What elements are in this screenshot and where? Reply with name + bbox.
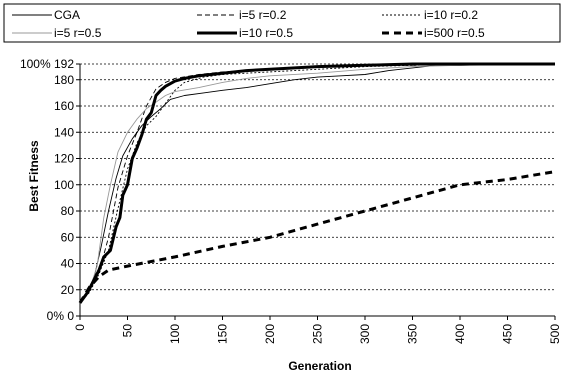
x-tick-label: 450 <box>501 324 515 344</box>
axes <box>76 63 556 320</box>
y-tick-label: 100 <box>54 178 74 192</box>
legend-box <box>3 3 561 43</box>
y-tick-label: 160 <box>54 99 74 113</box>
legend-label: i=10 r=0.5 <box>239 26 293 40</box>
legend: CGA i=5 r=0.2 i=10 r=0.2 i=5 r=0.5 i=10 r=0.… <box>12 8 485 40</box>
y-tick-label: 60 <box>61 230 75 244</box>
x-tick-label: 250 <box>311 324 325 344</box>
tick-labels: 0% 0 20 40 60 80 100 120 140 160 180 100% 192 0 50 10… <box>20 57 562 344</box>
y-tick-label: 80 <box>61 204 75 218</box>
legend-label: i=10 r=0.2 <box>424 8 478 22</box>
y-axis-title: Best Fitness <box>27 140 41 212</box>
series-lines <box>78 62 556 304</box>
y-tick-label: 40 <box>61 257 75 271</box>
x-tick-label: 500 <box>548 324 562 344</box>
y-tick-label: 100% 192 <box>20 57 74 71</box>
x-tick-label: 0 <box>73 324 87 331</box>
series-line <box>79 63 555 304</box>
x-axis-title: Generation <box>288 359 351 373</box>
series-line <box>78 62 555 304</box>
x-tick-label: 300 <box>358 324 372 344</box>
series-line <box>78 170 556 304</box>
x-tick-label: 100 <box>168 324 182 344</box>
series-line <box>79 63 556 304</box>
legend-label: i=500 r=0.5 <box>424 26 485 40</box>
y-tick-label: 20 <box>61 283 75 297</box>
x-tick-label: 350 <box>406 324 420 344</box>
legend-label: CGA <box>54 8 80 22</box>
x-tick-label: 400 <box>453 324 467 344</box>
legend-label: i=5 r=0.2 <box>239 8 287 22</box>
series-line <box>79 63 555 304</box>
y-tick-label: 180 <box>54 73 74 87</box>
y-tick-label: 0% 0 <box>47 309 75 323</box>
y-tick-label: 140 <box>54 125 74 139</box>
x-tick-label: 50 <box>121 324 135 338</box>
x-tick-label: 200 <box>263 324 277 344</box>
y-tick-label: 120 <box>54 152 74 166</box>
grid <box>80 63 555 291</box>
legend-label: i=5 r=0.5 <box>54 26 102 40</box>
x-tick-label: 150 <box>216 324 230 344</box>
